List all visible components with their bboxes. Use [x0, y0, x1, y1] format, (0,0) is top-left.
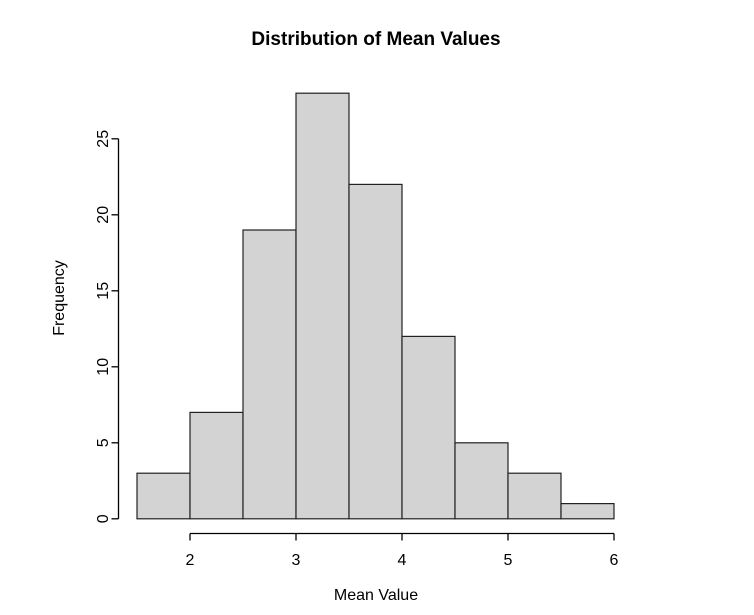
histogram-bar — [454, 442, 509, 520]
y-tick-label: 20 — [95, 206, 112, 224]
x-axis: 2 3 4 5 6 — [186, 532, 619, 569]
histogram-bar — [348, 183, 403, 520]
histogram-bar — [242, 229, 297, 520]
bars-group — [136, 92, 615, 520]
y-tick-label: 15 — [95, 282, 112, 300]
histogram-bar — [401, 335, 456, 520]
y-axis: 0 5 10 15 20 25 — [95, 130, 120, 523]
x-axis-label: Mean Value — [334, 587, 418, 604]
x-tick-label: 5 — [504, 552, 513, 569]
x-tick-label: 2 — [186, 552, 195, 569]
histogram-bar — [189, 411, 244, 520]
y-tick-label: 25 — [95, 130, 112, 148]
x-tick-label: 3 — [292, 552, 301, 569]
x-tick-label: 4 — [398, 552, 407, 569]
y-tick-label: 10 — [95, 358, 112, 376]
x-tick-label: 6 — [610, 552, 619, 569]
y-axis-label: Frequency — [51, 260, 68, 336]
histogram-bar — [560, 503, 615, 520]
y-tick-label: 5 — [95, 438, 112, 447]
chart-title: Distribution of Mean Values — [251, 29, 500, 50]
histogram-bar — [295, 92, 350, 520]
histogram-bar — [507, 472, 562, 520]
histogram-bar — [136, 472, 191, 520]
y-tick-label: 0 — [95, 514, 112, 523]
